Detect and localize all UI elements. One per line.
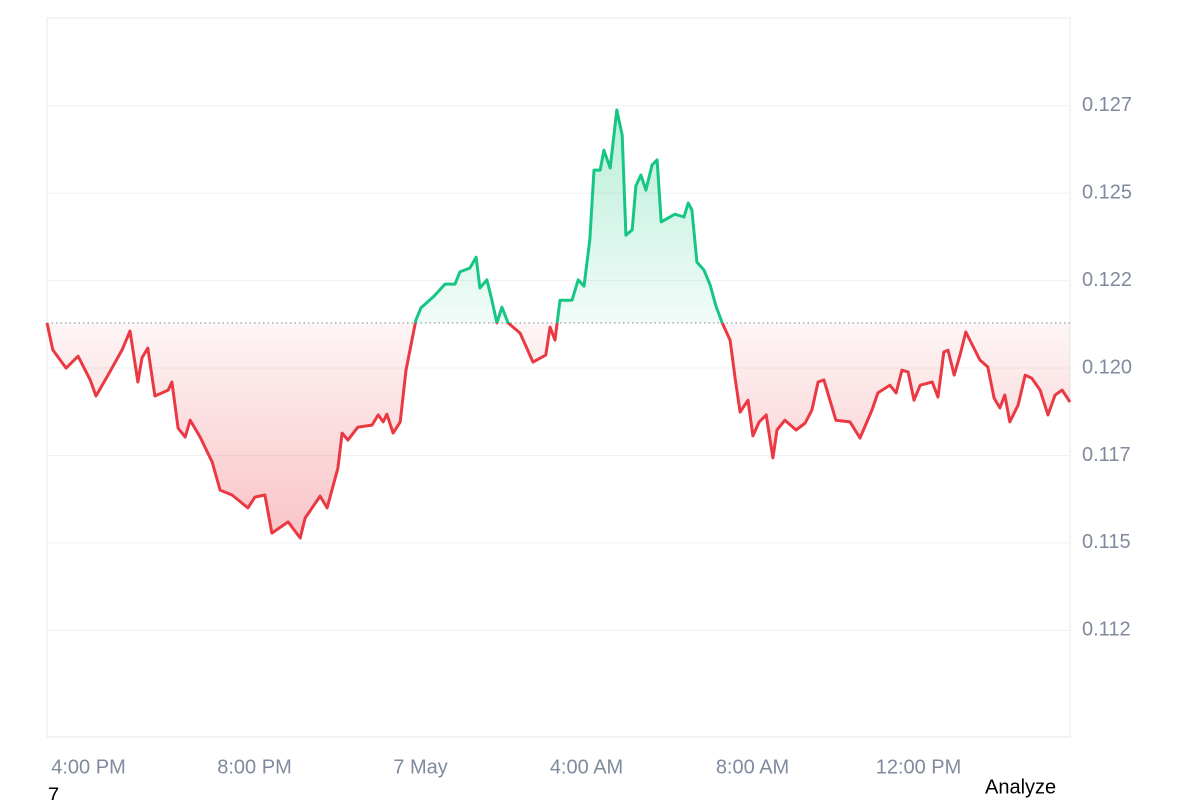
- y-tick-label: 0.120: [1082, 356, 1132, 378]
- y-tick-label: 0.125: [1082, 181, 1132, 203]
- corner-text: 7: [48, 784, 59, 800]
- price-line-up: [46, 108, 724, 323]
- area-up: [47, 110, 723, 323]
- x-tick-label: 7 May: [393, 756, 447, 778]
- x-tick-label: 12:00 PM: [876, 756, 962, 778]
- x-tick-label: 8:00 AM: [716, 756, 789, 778]
- y-tick-label: 0.115: [1082, 531, 1131, 553]
- x-tick-label: 4:00 AM: [550, 756, 623, 778]
- y-tick-label: 0.112: [1082, 619, 1131, 641]
- area-down: [47, 322, 1070, 538]
- x-tick-label: 4:00 PM: [51, 756, 125, 778]
- price-line-down: [45, 322, 1072, 540]
- y-tick-label: 0.122: [1082, 269, 1132, 291]
- analyze-button[interactable]: Analyze: [985, 776, 1056, 798]
- y-tick-label: 0.127: [1082, 94, 1132, 116]
- plot: 0.112 0.115 0.117 0.120 0.122 0.125 0.127 4:00 …: [45, 94, 1132, 778]
- y-tick-label: 0.117: [1082, 444, 1131, 466]
- x-tick-label: 8:00 PM: [217, 756, 291, 778]
